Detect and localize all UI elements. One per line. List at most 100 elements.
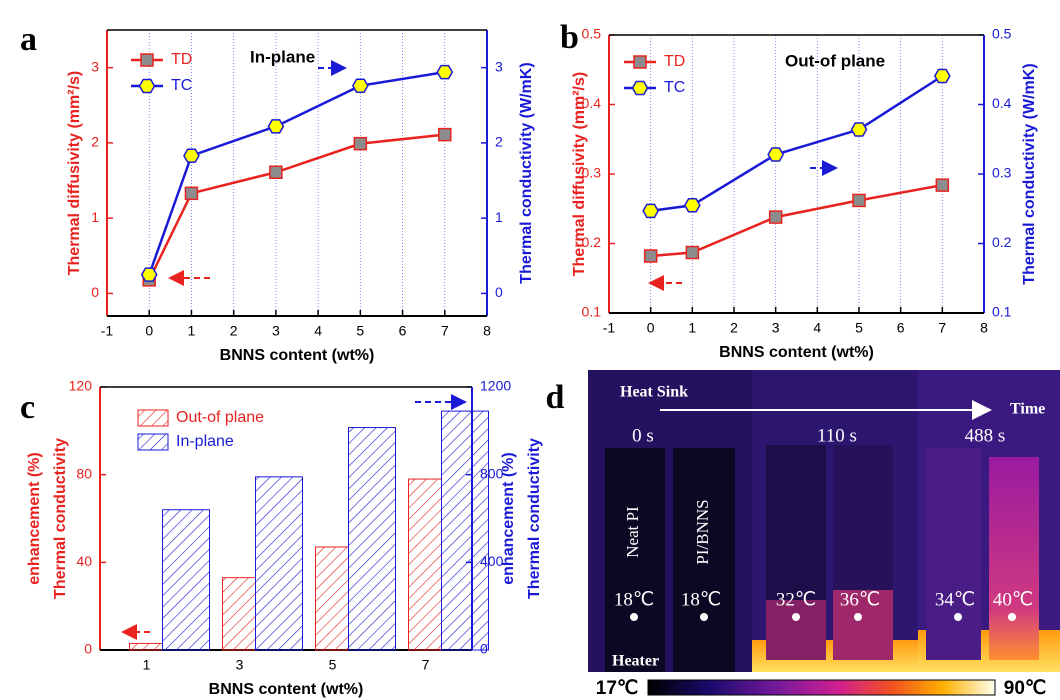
bar: [162, 509, 210, 651]
legend-marker: [138, 78, 156, 94]
colorbar-max: 90℃: [1004, 678, 1046, 699]
panel-label: b: [560, 19, 579, 56]
panel-label: a: [20, 21, 37, 58]
marker: [353, 136, 368, 151]
y-tick-label: 0.1: [992, 304, 1012, 320]
y-tick-label: 1200: [480, 378, 511, 394]
x-tick-label: 8: [980, 320, 988, 336]
y-tick-label: 0: [84, 641, 92, 657]
marker: [642, 203, 660, 219]
heat-sink-label: Heat Sink: [620, 384, 688, 401]
axis-arrows: [121, 60, 838, 640]
y-tick-label: 0: [495, 284, 503, 300]
series-line: [148, 70, 445, 276]
time-label: Time: [1010, 401, 1045, 418]
marker: [935, 178, 950, 192]
legend-marker: [140, 53, 154, 67]
temperature: 18℃: [681, 589, 721, 610]
sample-label: Neat PI: [623, 506, 642, 558]
marker: [850, 122, 868, 137]
marker: [767, 147, 785, 162]
x-label: BNNS content (wt%): [220, 347, 375, 364]
x-tick-label: 7: [422, 657, 430, 673]
y-tick-label: 1: [91, 209, 99, 225]
marker: [184, 186, 199, 201]
y-tick-label: 0.5: [992, 26, 1012, 42]
time-stamp: 0 s: [632, 425, 654, 446]
x-tick-label: 6: [897, 320, 905, 336]
x-tick-label: 3: [772, 320, 780, 336]
y2-label: enhancement (%): [500, 452, 517, 584]
x-tick-label: 8: [483, 323, 491, 339]
legend-swatch: [137, 409, 169, 427]
y-tick-label: 3: [495, 58, 503, 74]
x-tick-label: 1: [688, 320, 696, 336]
legend-label: TD: [664, 53, 685, 70]
x-tick-label: -1: [101, 323, 114, 339]
x-tick-label: 2: [230, 323, 238, 339]
y2-label: Thermal conductivity: [526, 438, 543, 599]
x-tick-label: 3: [236, 657, 244, 673]
temperature: 40℃: [993, 589, 1033, 610]
y-tick-label: 0.4: [582, 95, 602, 111]
thermal-image: d Heat Sink Time Heater 0 s 110 s 488 s …: [546, 370, 1060, 699]
panel-label: c: [20, 389, 35, 426]
bar: [129, 642, 163, 651]
y-tick-label: 0.4: [992, 95, 1012, 111]
sample-label: PI/BNNS: [693, 499, 712, 564]
legend-label: TD: [171, 51, 192, 68]
y-tick-label: 0.2: [582, 234, 602, 250]
series-line: [650, 183, 943, 258]
bar: [255, 476, 303, 651]
marker: [436, 64, 454, 80]
y-tick-label: 0.3: [992, 165, 1012, 181]
marker: [183, 148, 200, 163]
x-label: BNNS content (wt%): [719, 344, 874, 361]
x-tick-label: 5: [855, 320, 863, 336]
x-tick-label: 5: [329, 657, 337, 673]
legend-marker: [631, 80, 649, 96]
y-tick-label: 40: [76, 553, 92, 569]
annotation: In-plane: [250, 47, 315, 66]
x-tick-label: 4: [314, 323, 322, 339]
y-tick-label: 0: [91, 284, 99, 300]
x-tick-label: 0: [145, 323, 153, 339]
marker: [768, 210, 783, 224]
time-stamp: 488 s: [965, 425, 1006, 446]
bar: [408, 478, 442, 651]
temperature: 36℃: [840, 589, 880, 610]
temperature: 34℃: [935, 589, 975, 610]
bar: [315, 546, 349, 651]
y-tick-label: 0.5: [582, 26, 602, 42]
y-label: Thermal conductivity: [52, 438, 69, 599]
y-tick-label: 2: [91, 134, 99, 150]
y-tick-label: 0.1: [582, 304, 602, 320]
x-tick-label: 7: [938, 320, 946, 336]
marker: [438, 127, 452, 142]
y-tick-label: 3: [91, 58, 99, 74]
marker: [852, 193, 866, 208]
legend-label: TC: [664, 79, 685, 96]
x-tick-label: 2: [730, 320, 738, 336]
series-line: [650, 74, 944, 213]
legend-label: TC: [171, 77, 192, 94]
y2-label: Thermal conductivity (W/mK): [518, 62, 535, 283]
y-tick-label: 120: [69, 378, 93, 394]
heater-label: Heater: [612, 653, 659, 670]
time-stamp: 110 s: [817, 425, 857, 446]
x-tick-label: 5: [356, 323, 364, 339]
x-tick-label: 6: [399, 323, 407, 339]
marker: [140, 267, 158, 282]
legend-swatch: [137, 433, 169, 451]
x-tick-label: 4: [813, 320, 821, 336]
legend-label: In-plane: [176, 433, 234, 450]
marker: [269, 165, 283, 179]
marker: [643, 249, 658, 263]
marker: [933, 68, 951, 84]
y-tick-label: 0.2: [992, 234, 1012, 250]
y-label: Thermal diffusivity (mm²/s): [66, 71, 83, 275]
x-tick-label: 1: [143, 657, 151, 673]
x-tick-label: 7: [441, 323, 449, 339]
x-tick-label: 1: [188, 323, 196, 339]
